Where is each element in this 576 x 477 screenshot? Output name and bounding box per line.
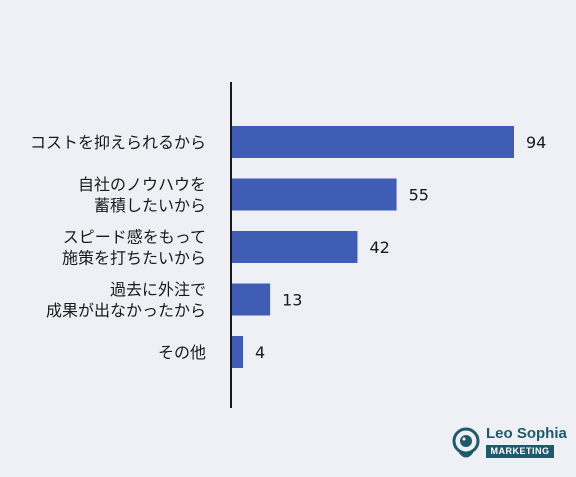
- category-label: コストを抑えられるから: [30, 133, 206, 152]
- value-label: 42: [369, 238, 389, 257]
- value-label: 94: [526, 133, 546, 152]
- logo-title: Leo Sophia: [486, 425, 567, 442]
- value-label: 13: [282, 291, 302, 310]
- bar: [231, 126, 514, 158]
- bar: [231, 283, 271, 316]
- bar: [231, 178, 397, 211]
- category-label: 成果が出なかったから: [46, 301, 206, 320]
- bar: [231, 231, 358, 263]
- lion-head-icon: [452, 427, 480, 458]
- brand-logo: Leo Sophia MARKETING: [450, 424, 570, 464]
- category-label: 蓄積したいから: [94, 196, 206, 215]
- category-label: 施策を打ちたいから: [62, 249, 206, 268]
- bar: [231, 336, 244, 368]
- category-label: その他: [158, 343, 206, 362]
- category-label: 自社のノウハウを: [78, 175, 206, 194]
- value-label: 4: [255, 343, 265, 362]
- category-label: スピード感をもって: [63, 228, 206, 247]
- value-label: 55: [409, 186, 429, 205]
- category-label: 過去に外注で: [110, 280, 206, 299]
- logo-badge: MARKETING: [486, 445, 554, 458]
